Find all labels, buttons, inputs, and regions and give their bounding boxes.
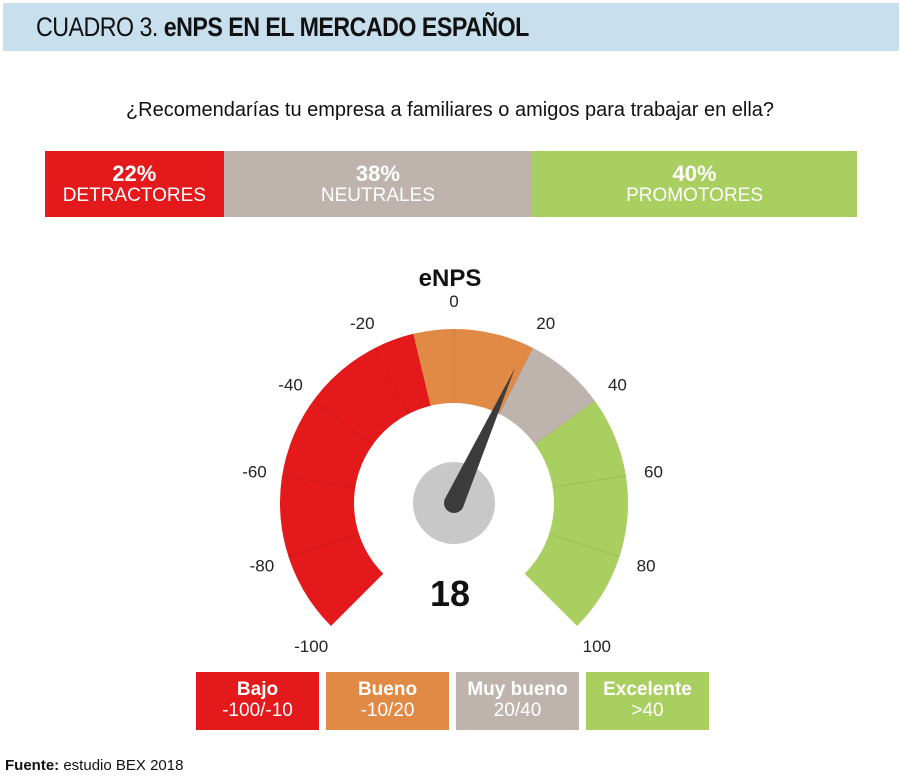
gauge-tick-label: 20: [536, 314, 555, 333]
title-prefix: CUADRO 3.: [36, 11, 158, 42]
gauge-tick-line: [548, 533, 620, 558]
gauge-legend: Bajo -100/-10 Bueno -10/20 Muy bueno 20/40 Exc…: [196, 672, 709, 730]
gauge-band-muy-bueno: [499, 347, 595, 445]
legend-item-excelente: Excelente >40: [586, 672, 709, 730]
segment-label: DETRACTORES: [62, 184, 206, 206]
distribution-segment-detractores: 22% DETRACTORES: [45, 151, 224, 217]
gauge-tick-label: 100: [583, 637, 611, 656]
gauge-tick-line: [312, 400, 374, 445]
gauge-needle: [444, 368, 515, 513]
gauge-tick-line: [282, 475, 356, 488]
legend-range: -10/20: [360, 700, 415, 721]
gauge-tick-line: [374, 347, 410, 415]
legend-name: Bajo: [236, 679, 279, 701]
legend-item-bajo: Bajo -100/-10: [196, 672, 319, 730]
gauge-tick-line: [552, 475, 626, 488]
gauge-tick-label: -20: [350, 314, 375, 333]
gauge-tick-line: [288, 533, 360, 558]
legend-range: >40: [631, 700, 664, 721]
gauge-tick-label: -60: [242, 462, 267, 481]
gauge-value: 18: [430, 573, 470, 614]
segment-label: PROMOTORES: [626, 184, 764, 206]
gauge-tick-line: [498, 347, 534, 415]
legend-name: Excelente: [603, 679, 692, 701]
source-text: estudio BEX 2018: [63, 757, 184, 774]
legend-item-bueno: Bueno -10/20: [326, 672, 449, 730]
gauge-tick-line: [534, 400, 596, 445]
gauge-tick-label: 80: [637, 556, 656, 575]
distribution-segment-neutrales: 38% NEUTRALES: [223, 151, 533, 217]
gauge-title: eNPS: [419, 265, 482, 292]
legend-range: 20/40: [493, 700, 542, 721]
gauge-band-excelente: [524, 400, 628, 627]
survey-question: ¿Recomendarías tu empresa a familiares o…: [125, 99, 775, 121]
page-title: CUADRO 3. eNPS EN EL MERCADO ESPAÑOL: [36, 12, 529, 43]
legend-range: -100/-10: [222, 700, 293, 721]
segment-percent: 40%: [672, 161, 717, 187]
segment-label: NEUTRALES: [320, 184, 435, 206]
gauge-tick-label: 40: [608, 375, 627, 394]
source-note: Fuente: estudio BEX 2018: [5, 757, 183, 774]
gauge-tick-label: 60: [644, 462, 663, 481]
legend-name: Bueno: [357, 679, 418, 701]
segment-percent: 38%: [355, 161, 400, 187]
title-bar: CUADRO 3. eNPS EN EL MERCADO ESPAÑOL: [3, 3, 899, 51]
source-label: Fuente:: [5, 757, 60, 774]
gauge-tick-label: -80: [250, 556, 275, 575]
gauge-tick-label: 0: [449, 292, 458, 311]
gauge-tick-label: -40: [278, 375, 303, 394]
gauge-band-bajo: [280, 333, 431, 627]
gauge-tick-label: -100: [294, 637, 328, 656]
segment-percent: 22%: [112, 161, 157, 187]
title-main: eNPS EN EL MERCADO ESPAÑOL: [163, 11, 530, 42]
distribution-segment-promotores: 40% PROMOTORES: [532, 151, 857, 217]
legend-name: Muy bueno: [467, 679, 568, 701]
legend-item-muy-bueno: Muy bueno 20/40: [456, 672, 579, 730]
distribution-bar: 22% DETRACTORES 38% NEUTRALES 40% PROMOTORES: [45, 151, 857, 217]
